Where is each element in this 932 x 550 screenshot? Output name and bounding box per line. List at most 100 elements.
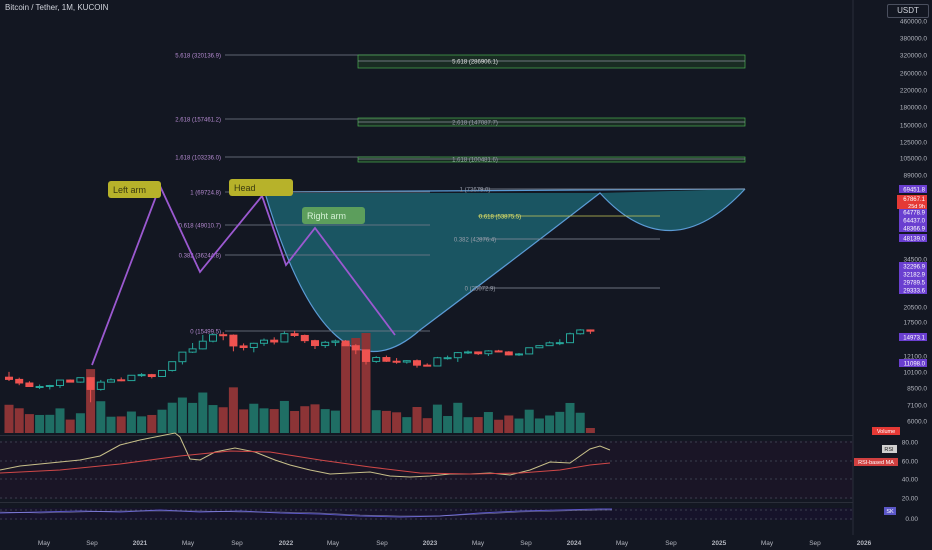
time-tick: Sep (809, 540, 821, 547)
stoch-tick: 0.00 (905, 516, 918, 523)
candle-body (515, 353, 523, 356)
fib-level-label: 0 (25072.9) (465, 287, 496, 293)
left-arm-label: Left arm (113, 185, 146, 195)
candle-body (484, 350, 493, 355)
candle-body (433, 357, 442, 367)
price-tick: 125000.0 (900, 140, 927, 147)
candle-body (402, 360, 411, 363)
rsi-ma-tag: RSI-based MA (858, 460, 894, 466)
volume-bar (14, 408, 24, 433)
price-tick: 260000.0 (900, 71, 927, 78)
candle-body (443, 357, 452, 360)
price-badge-label: 48366.9 (903, 227, 925, 233)
volume-bar (412, 407, 422, 433)
price-badge (899, 286, 927, 294)
price-tick: 89000.0 (904, 173, 928, 180)
time-tick: May (472, 540, 485, 547)
candle-body (321, 341, 330, 347)
price-badge-label: 64437.0 (903, 219, 925, 225)
volume-bar (565, 402, 575, 433)
volume-bar (188, 402, 198, 433)
fib-level-label: 1 (69724.8) (190, 191, 221, 197)
volume-bar (392, 412, 402, 433)
volume-bar (524, 409, 534, 433)
rsi-band (0, 441, 853, 499)
candle-body (362, 349, 370, 362)
price-badge (899, 278, 927, 286)
countdown-label: 25d 9h (908, 204, 925, 210)
price-badge (899, 224, 927, 232)
rsi-tick: 40.00 (902, 477, 919, 484)
volume-bar (361, 333, 371, 433)
price-tick: 460000.0 (900, 19, 927, 26)
price-badge (899, 216, 927, 224)
candle-body (56, 379, 64, 386)
candle-body (198, 340, 207, 350)
candle-body (117, 379, 126, 382)
price-badge (899, 208, 927, 216)
candle-body (15, 378, 24, 384)
rsi-ma-tag-bg (854, 458, 898, 466)
price-badge-label: 11098.0 (904, 362, 926, 368)
handle-fill (600, 189, 745, 231)
time-tick: Sep (231, 540, 243, 547)
volume-bar (126, 411, 136, 433)
volume-bar (177, 397, 187, 433)
candle-body (5, 376, 13, 380)
volume-bar (239, 409, 249, 433)
candle-body (382, 357, 391, 362)
volume-bar (453, 402, 463, 433)
stoch-tag: SK (886, 509, 894, 515)
candle-body (525, 347, 534, 355)
price-badge-label: 29333.6 (903, 289, 925, 295)
price-tick: 34500.0 (904, 257, 928, 264)
candle-body (86, 377, 95, 390)
volume-bar (24, 414, 34, 433)
candle-body (555, 342, 564, 345)
candle-body (423, 364, 432, 367)
price-badge (899, 185, 927, 193)
candle-body (280, 333, 289, 343)
price-tick: 17500.0 (904, 320, 928, 327)
price-tick: 6000.0 (907, 419, 927, 426)
price-tick: 150000.0 (900, 123, 927, 130)
volume-bar (585, 428, 595, 433)
volume-bar (75, 413, 85, 433)
current-price-label: 67867.1 (903, 197, 925, 203)
stoch-d-line (0, 509, 612, 517)
candle-body (270, 339, 279, 343)
volume-bar (249, 403, 259, 433)
volume-bar (575, 412, 585, 433)
head-label: Head (234, 183, 256, 193)
candle-body (341, 340, 350, 347)
cup-fill (265, 193, 600, 352)
candle-body (229, 334, 238, 347)
right-arm-label-bg (302, 207, 365, 224)
fib-level-label: 1.618 (100481.6) (452, 158, 498, 164)
fib-level-label: 0.618 (53875.5) (479, 215, 521, 221)
fib-extension-zone (357, 54, 746, 69)
volume-bar (208, 405, 218, 433)
volume-bar (371, 410, 381, 433)
price-badge-label: 29789.5 (903, 281, 925, 287)
volume-bar (228, 387, 238, 433)
candle-body (127, 374, 136, 382)
candle-body (96, 381, 105, 390)
fib-level-label: 0.382 (42876.4) (454, 238, 496, 244)
fib-level-label: 5.618 (286906.1) (452, 60, 498, 66)
currency-button[interactable]: USDT (887, 4, 929, 18)
fib-level-label: 0.618 (49010.7) (179, 224, 221, 230)
volume-tag: Volume (877, 429, 895, 435)
stoch-k-line (0, 508, 612, 518)
volume-bar (351, 338, 361, 433)
price-badge (899, 333, 927, 341)
price-tick: 10100.0 (904, 370, 928, 377)
volume-bar (534, 418, 544, 433)
volume-bar (167, 402, 177, 433)
price-badge-label: 48139.0 (903, 237, 925, 243)
fib-level-label: 1 (73679.0) (460, 188, 491, 194)
price-badge-label: 32296.9 (903, 265, 925, 271)
volume-bar (494, 419, 504, 433)
rsi-tick: 20.00 (902, 496, 919, 503)
